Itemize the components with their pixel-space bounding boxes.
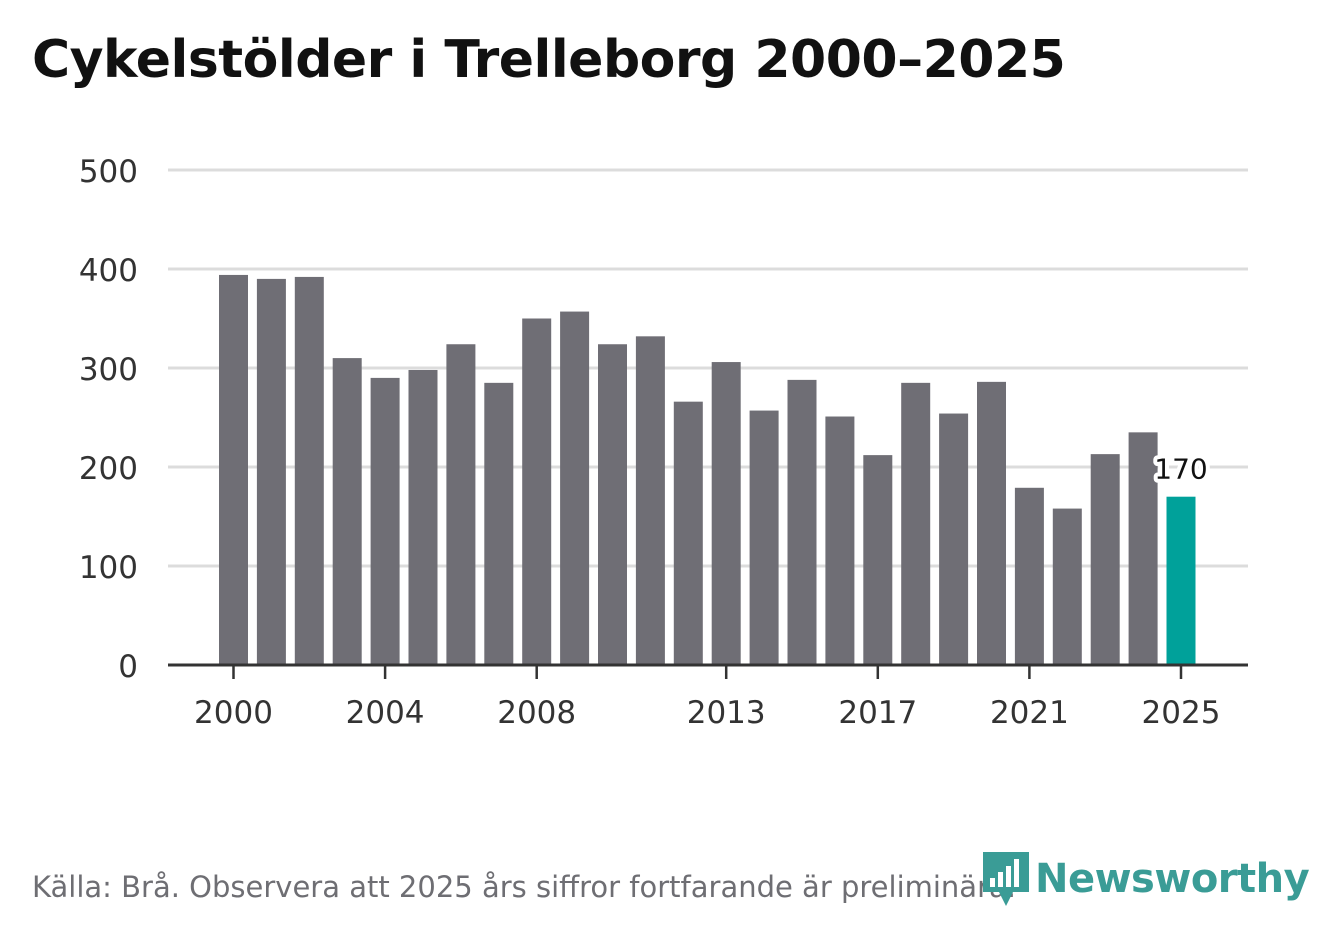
bar-2018: [901, 382, 931, 665]
y-axis-ticks: 0 100 200 300 400 500: [79, 154, 138, 685]
bar-2011: [635, 336, 665, 665]
bar-2005: [408, 369, 438, 665]
bars: [219, 274, 1196, 665]
bar-2022: [1052, 508, 1082, 665]
y-tick-label-200: 200: [79, 451, 138, 487]
x-axis-ticks: 2000 2004 2008 2013 2017 2021 2025: [194, 665, 1220, 731]
bar-2021: [1014, 487, 1044, 665]
bar-2014: [749, 410, 779, 665]
bar-2013: [711, 362, 741, 665]
brand-name: Newsworthy: [1035, 856, 1310, 902]
bar-2025: [1166, 496, 1196, 665]
bar-2004: [370, 377, 400, 665]
bar-2008: [522, 318, 552, 665]
bar-2017: [863, 455, 893, 665]
y-tick-label-0: 0: [118, 649, 138, 685]
x-tick-label-2013: 2013: [687, 695, 766, 731]
x-tick-label-2004: 2004: [346, 695, 425, 731]
bar-2012: [673, 401, 703, 665]
y-tick-label-300: 300: [79, 352, 138, 388]
x-tick-label-2021: 2021: [990, 695, 1069, 731]
x-tick-label-2025: 2025: [1142, 695, 1221, 731]
bar-2001: [256, 278, 286, 665]
bar-2000: [219, 274, 248, 665]
data-label-2025: 170: [1154, 453, 1207, 486]
bar-2007: [484, 382, 514, 665]
bar-2003: [332, 358, 362, 665]
x-tick-label-2017: 2017: [838, 695, 917, 731]
y-tick-label-400: 400: [79, 253, 138, 289]
data-label-halo-2025: 170: [1154, 453, 1207, 486]
grid-lines: [168, 168, 1248, 568]
x-tick-label-2000: 2000: [194, 695, 273, 731]
bar-2020: [977, 381, 1006, 665]
bar-2010: [598, 344, 627, 665]
bar-2015: [787, 379, 817, 665]
bar-2009: [560, 311, 590, 665]
y-tick-label-100: 100: [79, 550, 138, 586]
brand-logo: Newsworthy: [981, 850, 1310, 908]
bar-2024: [1128, 432, 1158, 665]
newsworthy-logo-icon: [983, 852, 1029, 906]
bar-2006: [446, 344, 476, 665]
x-tick-label-2008: 2008: [497, 695, 576, 731]
chart-title: Cykelstölder i Trelleborg 2000–2025: [32, 30, 1066, 90]
bar-2023: [1090, 454, 1120, 665]
y-tick-label-500: 500: [79, 154, 138, 190]
bar-2019: [939, 413, 969, 665]
bar-2002: [294, 276, 324, 665]
source-note: Källa: Brå. Observera att 2025 års siffr…: [32, 870, 1016, 904]
bar-2016: [825, 416, 855, 665]
